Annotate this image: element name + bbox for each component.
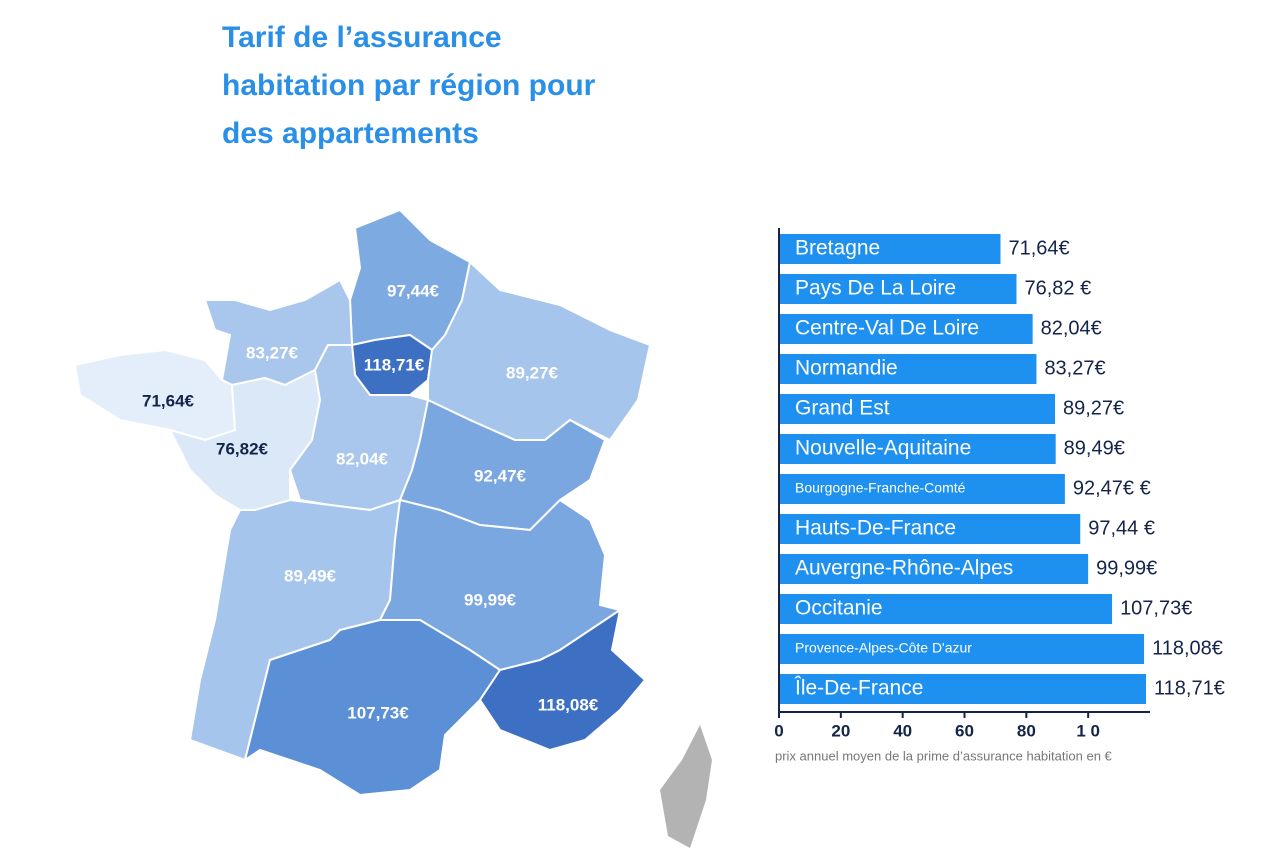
region-value-label: 92,47€ bbox=[474, 466, 527, 485]
category-label: Auvergne-Rhône-Alpes bbox=[795, 557, 1013, 580]
bar bbox=[779, 434, 1056, 464]
region-value-label: 71,64€ bbox=[142, 391, 195, 410]
category-label: Nouvelle-Aquitaine bbox=[795, 437, 971, 460]
x-tick-label: 80 bbox=[1017, 721, 1036, 740]
region bbox=[478, 607, 647, 752]
region-value-label: 83,27€ bbox=[246, 343, 299, 362]
x-axis-title: prix annuel moyen de la prime d’assuranc… bbox=[775, 748, 1113, 763]
region-value-label: 82,04€ bbox=[336, 449, 389, 468]
bar bbox=[779, 314, 1033, 344]
category-label: Grand Est bbox=[795, 397, 890, 420]
x-tick-label: 40 bbox=[893, 721, 912, 740]
value-label: 92,47€ € bbox=[1073, 477, 1151, 499]
category-label: Pays De La Loire bbox=[795, 277, 956, 300]
category-label: Occitanie bbox=[795, 597, 883, 620]
value-label: 83,27€ bbox=[1044, 357, 1105, 379]
region-value-label: 89,49€ bbox=[284, 566, 337, 585]
x-tick-label: 60 bbox=[955, 721, 974, 740]
chart-title: Tarif de l’assurance habitation par régi… bbox=[222, 21, 596, 150]
category-label: Île-De-France bbox=[794, 677, 923, 700]
value-label: 89,49€ bbox=[1064, 437, 1125, 459]
value-label: 71,64€ bbox=[1008, 237, 1069, 259]
bar bbox=[779, 594, 1113, 624]
x-tick-label: 1 0 bbox=[1076, 721, 1100, 740]
value-label: 99,99€ bbox=[1096, 557, 1157, 579]
value-label: 107,73€ bbox=[1120, 597, 1192, 619]
category-label: Centre-Val De Loire bbox=[795, 317, 979, 340]
category-label: Hauts-De-France bbox=[795, 517, 956, 540]
bar bbox=[779, 634, 1145, 664]
region-value-label: 107,73€ bbox=[347, 703, 409, 722]
bar bbox=[779, 234, 1001, 264]
region-value-label: 89,27€ bbox=[506, 363, 559, 382]
bar bbox=[779, 394, 1055, 424]
x-tick-label: 20 bbox=[831, 721, 850, 740]
bar bbox=[779, 514, 1081, 544]
category-label: Bourgogne-Franche-Comté bbox=[795, 480, 966, 496]
value-label: 82,04€ bbox=[1041, 317, 1102, 339]
bar bbox=[779, 354, 1037, 384]
bar bbox=[779, 674, 1147, 704]
value-label: 97,44 € bbox=[1088, 517, 1155, 539]
bar bbox=[779, 474, 1065, 504]
region-value-label: 118,08€ bbox=[538, 695, 599, 714]
value-label: 76,82 € bbox=[1025, 277, 1092, 299]
x-tick-label: 0 bbox=[774, 721, 783, 740]
value-label: 89,27€ bbox=[1063, 397, 1124, 419]
region-value-label: 99,99€ bbox=[464, 590, 517, 609]
category-label: Provence-Alpes-Côte D'azur bbox=[795, 640, 972, 656]
bar bbox=[779, 274, 1017, 304]
region bbox=[243, 619, 502, 797]
bar bbox=[779, 554, 1089, 584]
region-value-label: 118,71€ bbox=[364, 355, 425, 374]
category-label: Bretagne bbox=[795, 237, 880, 260]
value-label: 118,08€ bbox=[1152, 637, 1223, 659]
category-label: Normandie bbox=[795, 357, 898, 380]
corsica bbox=[660, 725, 712, 848]
region-value-label: 97,44€ bbox=[387, 281, 440, 300]
value-label: 118,71€ bbox=[1154, 677, 1225, 699]
region-value-label: 76,82€ bbox=[216, 439, 269, 458]
